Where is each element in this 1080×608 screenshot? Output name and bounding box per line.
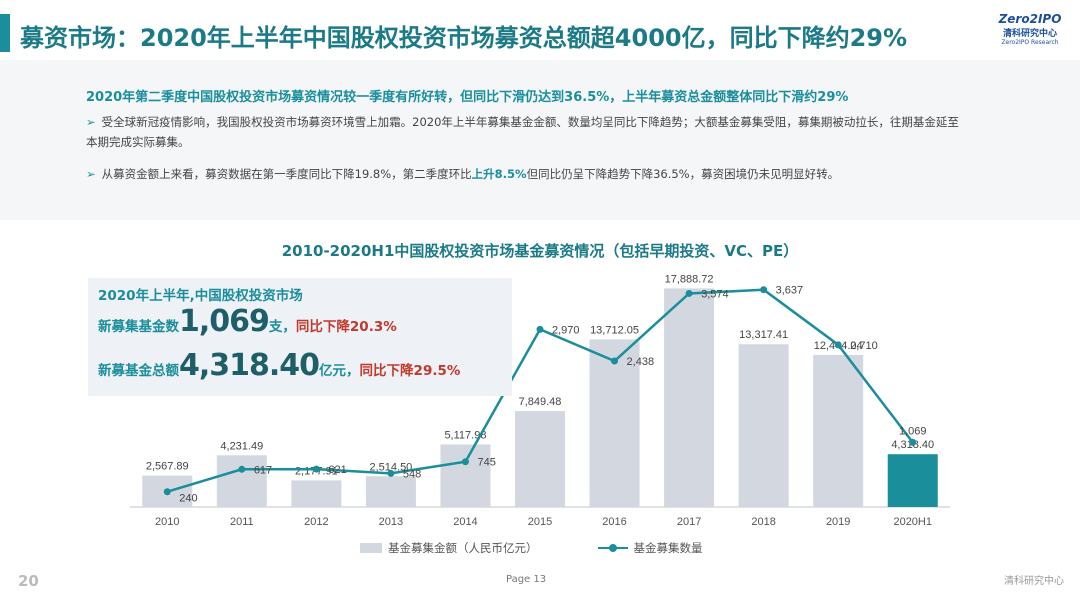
bullet-2-text-b: 但同比仍呈下降趋势下降36.5%，募资困境仍未见明显好转。 (526, 167, 840, 181)
logo-bot-text: Zero2IPO Research (1001, 39, 1059, 46)
bar-label-2014: 5,117.98 (444, 429, 486, 441)
highlight-heading: 2020年上半年,中国股权投资市场 (98, 288, 303, 304)
bar-2014 (440, 444, 491, 507)
count-point-2015 (536, 325, 544, 333)
bar-2018 (738, 344, 789, 507)
highlight-count-row: 新募集基金数1,069支，同比下降20.3% (98, 304, 397, 339)
count-label-2018: 3,637 (776, 285, 804, 297)
chart-title: 2010-2020H1中国股权投资市场基金募资情况（包括早期投资、VC、PE） (281, 242, 799, 260)
footer-mark: 20 (18, 572, 39, 590)
legend-line-label: 基金募集数量 (633, 541, 703, 555)
bar-label-2017: 17,888.72 (665, 273, 714, 285)
count-label: 新募集基金数 (98, 319, 179, 335)
count-change: 同比下降20.3% (295, 319, 397, 335)
page-number: Page 13 (506, 574, 547, 585)
bar-label-2015: 7,849.48 (519, 396, 562, 408)
count-point-2018 (760, 286, 768, 294)
x-tick-2020H1: 2020H1 (893, 516, 932, 528)
count-label-2010: 240 (179, 493, 197, 505)
amount-change: 同比下降29.5% (359, 363, 461, 379)
bar-label-2011: 4,231.49 (220, 440, 263, 452)
bar-label-2010: 2,567.89 (146, 461, 189, 473)
count-point-2019 (834, 341, 842, 349)
count-label-2012: 621 (328, 464, 346, 476)
amount-unit: 亿元， (319, 363, 360, 379)
x-tick-2017: 2017 (677, 516, 701, 528)
logo-top-text: Zero2IPO (998, 12, 1062, 26)
chart-legend: 基金募集金额（人民币亿元） 基金募集数量 (360, 540, 703, 556)
amount-value: 4,318.40 (179, 348, 320, 383)
title-accent (0, 14, 10, 52)
count-point-2020H1 (909, 438, 917, 446)
fundraising-chart: 2,567.8920104,231.4920112,177.9120122,51… (130, 273, 950, 528)
amount-label: 新募基金总额 (98, 363, 179, 379)
count-point-2016 (611, 357, 619, 365)
highlight-amount-row: 新募基金总额4,318.40亿元，同比下降29.5% (98, 348, 460, 383)
bar-2017 (664, 288, 715, 507)
bullet-arrow-icon: ➢ (86, 115, 96, 129)
count-value: 1,069 (179, 304, 270, 339)
count-unit: 支， (268, 319, 296, 335)
footer-brand: 清科研究中心 (1004, 576, 1064, 587)
page-title: 募资市场：2020年上半年中国股权投资市场募资总额超4000亿，同比下降约29% (20, 24, 908, 52)
summary-headline: 2020年第二季度中国股权投资市场募资情况较一季度有所好转，但同比下滑仍达到36… (86, 90, 849, 105)
count-point-2011 (238, 465, 246, 473)
bullet-1-text: 受全球新冠疫情影响，我国股权投资市场募资环境雪上加霜。2020年上半年募集基金金… (86, 115, 959, 149)
bar-2019 (813, 354, 864, 507)
legend-bar-label: 基金募集金额（人民币亿元） (388, 541, 538, 555)
bar-2016 (589, 339, 640, 507)
x-tick-2018: 2018 (751, 516, 775, 528)
count-label-2014: 745 (477, 457, 495, 469)
footer: 20 Page 13 清科研究中心 (0, 572, 1080, 602)
x-tick-2015: 2015 (528, 516, 552, 528)
bar-label-2018: 13,317.41 (739, 329, 788, 341)
bar-label-2013: 2,514.50 (369, 461, 412, 473)
count-label-2019: 2,710 (850, 340, 878, 352)
bullet-arrow-icon: ➢ (86, 167, 96, 181)
count-point-2013 (387, 469, 395, 477)
x-tick-2014: 2014 (453, 516, 477, 528)
summary-bullet-1: ➢ 受全球新冠疫情影响，我国股权投资市场募资环境雪上加霜。2020年上半年募集基金… (86, 112, 966, 152)
title-bar: 募资市场：2020年上半年中国股权投资市场募资总额超4000亿，同比下降约29%… (0, 8, 1080, 58)
logo-mid-text: 清科研究中心 (1002, 29, 1057, 39)
zero2ipo-logo: Zero2IPO 清科研究中心 Zero2IPO Research (998, 12, 1062, 56)
x-tick-2016: 2016 (602, 516, 626, 528)
x-tick-2019: 2019 (826, 516, 850, 528)
count-point-2010 (163, 488, 171, 496)
bar-2012 (291, 480, 342, 507)
summary-area: 2020年第二季度中国股权投资市场募资情况较一季度有所好转，但同比下滑仍达到36… (0, 60, 1080, 220)
x-tick-2011: 2011 (230, 516, 254, 528)
count-point-2012 (312, 465, 320, 473)
summary-bullet-2: ➢ 从募资金额上来看，募资数据在第一季度同比下降19.8%，第二季度环比上升8.5… (86, 164, 966, 184)
highlight-box: 2020年上半年,中国股权投资市场 新募集基金数1,069支，同比下降20.3%… (88, 278, 512, 396)
x-tick-2010: 2010 (155, 516, 179, 528)
x-tick-2013: 2013 (379, 516, 403, 528)
count-point-2014 (461, 458, 469, 466)
count-label-2015: 2,970 (552, 324, 580, 336)
count-label-2013: 548 (403, 468, 421, 480)
bullet-2-highlight: 上升8.5% (471, 167, 527, 181)
count-label-2020H1: 1,069 (899, 425, 927, 437)
x-tick-2012: 2012 (304, 516, 328, 528)
bullet-2-text-a: 从募资金额上来看，募资数据在第一季度同比下降19.8%，第二季度环比 (101, 167, 472, 181)
count-label-2011: 617 (254, 464, 272, 476)
count-label-2016: 2,438 (627, 356, 655, 368)
legend-line-swatch (597, 544, 628, 552)
legend-bar-swatch (360, 543, 382, 553)
bar-label-2016: 13,712.05 (590, 324, 639, 336)
bar-2020H1 (887, 454, 938, 507)
count-label-2017: 3,574 (701, 288, 729, 300)
bar-2011 (216, 455, 267, 507)
bar-2013 (365, 476, 416, 507)
bar-2015 (515, 411, 565, 507)
count-point-2017 (685, 289, 693, 297)
